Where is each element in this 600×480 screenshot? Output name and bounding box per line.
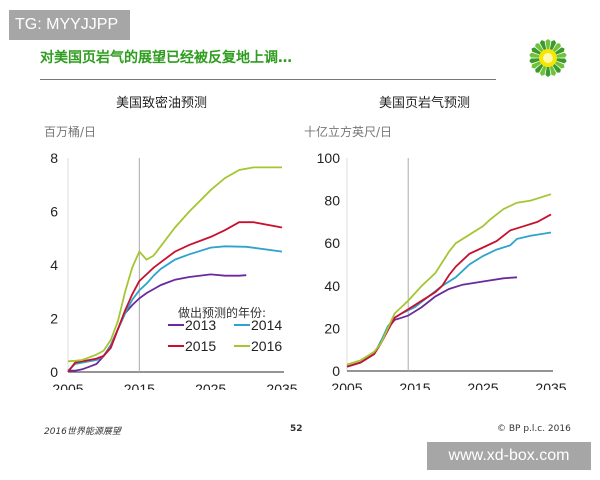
y-tick-label: 8 xyxy=(50,150,58,166)
y-tick-label: 2 xyxy=(50,311,58,327)
charts-area: 0 2 4 6 8 2005 2015 2025 2035 0 20 40 60 80 100 2005 201… xyxy=(50,150,567,390)
header-divider xyxy=(40,79,496,80)
page-number: 52 xyxy=(290,424,303,434)
legend-title: 做出预测的年份: xyxy=(178,306,267,320)
y-tick-label: 80 xyxy=(324,193,340,209)
series-line-2016 xyxy=(346,193,552,366)
x-tick-label: 2025 xyxy=(467,380,498,390)
chart-1-ylabel: 百万桶/日 xyxy=(44,125,97,139)
watermark-top: TG: MYYJJPP xyxy=(9,10,130,40)
x-tick-label: 2015 xyxy=(124,381,155,390)
chart-1-title: 美国致密油预测 xyxy=(116,96,208,111)
series-line-2014 xyxy=(67,245,283,372)
chart-2-ylabel: 十亿立方英尺/日 xyxy=(304,125,393,139)
y-tick-label: 60 xyxy=(324,235,340,251)
legend-label-2015: 2015 xyxy=(185,338,216,354)
y-tick-label: 0 xyxy=(50,364,58,380)
x-tick-label: 2015 xyxy=(399,380,430,390)
legend-label-2014: 2014 xyxy=(251,317,282,333)
y-tick-label: 20 xyxy=(324,320,340,336)
legend-label-2013: 2013 xyxy=(185,317,216,333)
y-tick-label: 6 xyxy=(50,204,58,220)
bp-helios-logo-icon xyxy=(529,39,567,77)
page-title: 对美国页岩气的展望已经被反复地上调… xyxy=(40,50,292,66)
footer-left: 2016世界能源展望 xyxy=(44,427,121,437)
footer-copyright: © BP p.l.c. 2016 xyxy=(497,424,571,434)
series-line-2013 xyxy=(68,273,247,372)
x-tick-label: 2035 xyxy=(266,381,297,390)
chart-2-title: 美国页岩气预测 xyxy=(379,96,471,111)
y-tick-label: 0 xyxy=(332,363,340,379)
series-line-2016 xyxy=(67,166,282,363)
watermark-bottom: www.xd-box.com xyxy=(427,442,591,470)
y-tick-label: 100 xyxy=(317,150,341,166)
y-tick-label: 4 xyxy=(50,257,58,273)
x-tick-label: 2005 xyxy=(52,381,83,390)
x-tick-label: 2035 xyxy=(535,380,566,390)
series-line-2015 xyxy=(67,221,283,373)
y-tick-label: 40 xyxy=(324,278,340,294)
x-tick-label: 2005 xyxy=(331,380,362,390)
legend-label-2016: 2016 xyxy=(251,338,282,354)
x-tick-label: 2025 xyxy=(195,381,226,390)
